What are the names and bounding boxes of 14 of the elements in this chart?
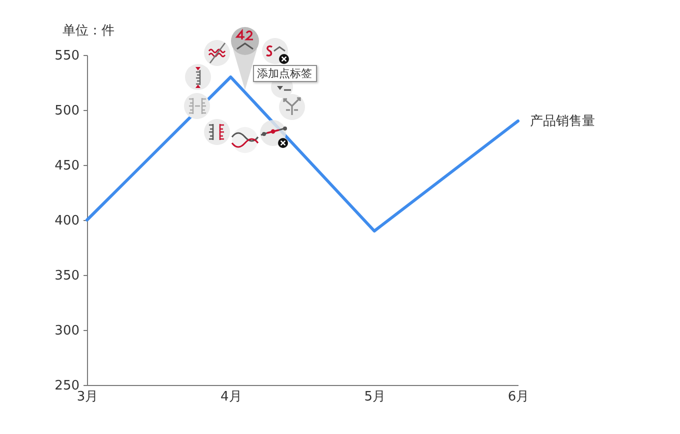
y-axis-title: 单位：件 bbox=[62, 24, 114, 38]
y-tick-label: 450 bbox=[54, 158, 80, 174]
x-tick-label: 5月 bbox=[364, 390, 386, 404]
y-tick-label: 500 bbox=[54, 104, 80, 118]
series-label: 产品销售量 bbox=[530, 114, 595, 129]
x-tick-label: 6月 bbox=[508, 390, 530, 404]
y-tick-label: 550 bbox=[54, 48, 80, 64]
x-tick-label: 3月 bbox=[76, 390, 98, 404]
y-tick-label: 250 bbox=[54, 378, 80, 394]
x-tick-label: 4月 bbox=[220, 390, 242, 404]
y-tick-label: 350 bbox=[54, 268, 80, 284]
y-tick-label: 300 bbox=[54, 324, 80, 338]
annotation: 添加点标签 bbox=[257, 66, 312, 80]
y-tick-label: 400 bbox=[54, 214, 80, 228]
